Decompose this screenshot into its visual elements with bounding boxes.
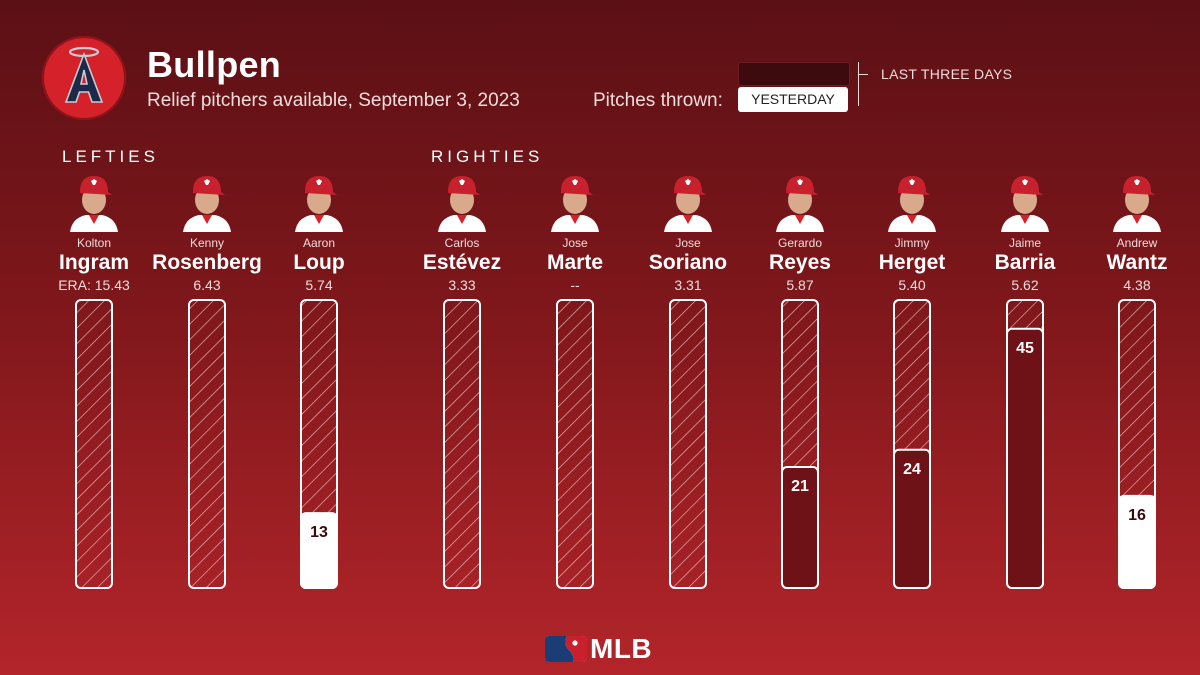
angels-logo (42, 36, 126, 120)
page-subtitle: Relief pitchers available, September 3, … (147, 90, 520, 111)
player-first-name: Gerardo (777, 236, 823, 250)
bar-track (188, 299, 226, 589)
mlb-wordmark: MLB (590, 633, 653, 664)
player-card: Jimmy Herget 5.40 (856, 168, 968, 293)
bar-track (556, 299, 594, 589)
bar-last-three-days (781, 466, 819, 590)
player-era: 3.31 (674, 277, 702, 293)
player-last-name: Estévez (422, 251, 502, 274)
bar-track (443, 299, 481, 589)
bar-value-label: 45 (1016, 340, 1034, 357)
player-card: Jose Soriano 3.31 (632, 168, 744, 293)
legend-bracket-tick (858, 74, 868, 75)
player-headshot-icon (438, 176, 486, 232)
player-first-name: Carlos (444, 236, 480, 250)
player-first-name: Jose (675, 236, 701, 250)
player-era: 5.62 (1011, 277, 1039, 293)
player-card: Gerardo Reyes 5.87 (744, 168, 856, 293)
player-card: Aaron Loup 5.74 (263, 168, 375, 293)
player-card: Kenny Rosenberg 6.43 (151, 168, 263, 293)
bar-value-label: 16 (1128, 507, 1146, 524)
bar-track (669, 299, 707, 589)
player-era: 4.38 (1123, 277, 1151, 293)
section-label-righties: RIGHTIES (431, 147, 544, 166)
player-first-name: Kenny (189, 236, 225, 250)
player-era: 6.43 (193, 277, 221, 293)
player-last-name: Ingram (58, 251, 129, 274)
player-first-name: Andrew (1116, 236, 1158, 250)
player-last-name: Rosenberg (152, 251, 262, 274)
player-last-name: Marte (546, 251, 604, 274)
player-era: 3.33 (448, 277, 476, 293)
player-era: ERA: 15.43 (58, 277, 130, 293)
player-first-name: Jaime (1008, 236, 1041, 250)
bar-value-label: 21 (791, 478, 809, 495)
player-headshot-icon (1001, 176, 1049, 232)
player-last-name: Soriano (648, 251, 728, 274)
player-last-name: Loup (293, 251, 345, 274)
player-era: 5.87 (786, 277, 814, 293)
player-card: Kolton Ingram ERA: 15.43 (38, 168, 150, 293)
player-last-name: Wantz (1106, 251, 1168, 274)
bar-value-label: 13 (310, 524, 328, 541)
player-era: 5.40 (898, 277, 926, 293)
player-card: Jaime Barria 5.62 (969, 168, 1081, 293)
bar-last-three-days (893, 448, 931, 590)
player-card: Jose Marte -- (519, 168, 631, 293)
player-headshot-icon (888, 176, 936, 232)
page-title: Bullpen (147, 44, 282, 85)
legend-label-last-three-days: LAST THREE DAYS (881, 66, 1013, 82)
player-headshot-icon (1113, 176, 1161, 232)
player-last-name: Herget (878, 251, 946, 274)
player-last-name: Reyes (769, 251, 831, 274)
player-first-name: Kolton (76, 236, 112, 250)
bar-track (75, 299, 113, 589)
bar-last-three-days (1006, 327, 1044, 589)
bar-yesterday (300, 512, 338, 589)
player-headshot-icon (183, 176, 231, 232)
pitches-thrown-label: Pitches thrown: (593, 90, 723, 111)
mlb-logo (545, 636, 657, 664)
player-era: -- (570, 277, 580, 293)
player-first-name: Jimmy (894, 236, 930, 250)
player-last-name: Barria (994, 251, 1056, 274)
player-card: Carlos Estévez 3.33 (406, 168, 518, 293)
legend-swatch-yesterday: YESTERDAY (738, 87, 848, 112)
player-headshot-icon (551, 176, 599, 232)
player-card: Andrew Wantz 4.38 (1081, 168, 1193, 293)
legend-swatch-last-three-days (738, 62, 850, 86)
player-era: 5.74 (305, 277, 333, 293)
player-first-name: Jose (562, 236, 588, 250)
player-headshot-icon (664, 176, 712, 232)
player-headshot-icon (295, 176, 343, 232)
legend-bracket-line (858, 62, 859, 106)
player-headshot-icon (776, 176, 824, 232)
player-headshot-icon (70, 176, 118, 232)
bar-value-label: 24 (903, 461, 921, 478)
player-first-name: Aaron (302, 236, 336, 250)
section-label-lefties: LEFTIES (62, 147, 159, 166)
bar-yesterday (1118, 494, 1156, 589)
